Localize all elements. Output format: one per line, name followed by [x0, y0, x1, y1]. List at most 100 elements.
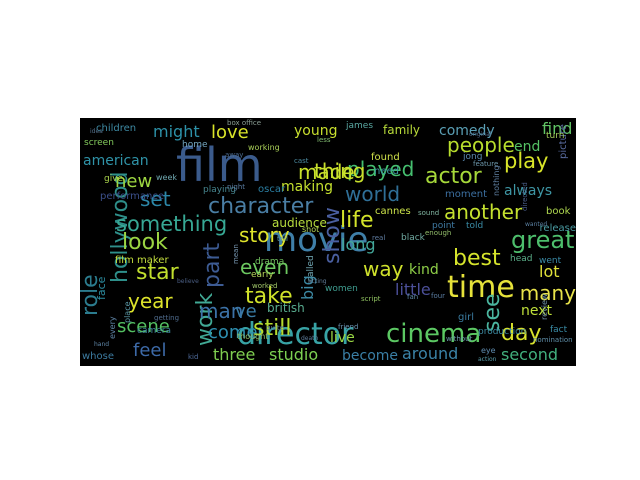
cloud-word: production: [478, 327, 527, 337]
cloud-word: cast: [294, 157, 309, 165]
cloud-word: night: [227, 183, 246, 191]
cloud-word: play: [504, 149, 549, 173]
cloud-word: scene: [117, 316, 170, 337]
cloud-word: become: [342, 348, 399, 364]
cloud-word: little: [395, 280, 431, 299]
cloud-word: best: [453, 246, 501, 271]
cloud-word: release: [539, 223, 576, 234]
cloud-word: time: [447, 270, 515, 305]
cloud-word: four: [431, 292, 446, 300]
cloud-word: worked: [252, 282, 278, 290]
cloud-word: friend: [338, 323, 359, 331]
cloud-word: told: [466, 221, 484, 231]
cloud-word: need: [374, 166, 399, 177]
cloud-word: way: [363, 257, 404, 281]
cloud-word: face: [95, 276, 108, 301]
cloud-word: director: [237, 317, 354, 352]
cloud-word: acting: [308, 278, 327, 285]
cloud-word: oscar: [258, 184, 286, 195]
cloud-word: something: [116, 212, 228, 236]
cloud-word: early: [251, 270, 274, 280]
cloud-word: film maker: [115, 255, 169, 266]
cloud-word: might: [153, 122, 200, 141]
cloud-word: life: [340, 208, 374, 233]
cloud-word: every: [108, 316, 117, 339]
cloud-word: box office: [227, 119, 262, 127]
cloud-word: cinema: [386, 319, 482, 349]
cloud-word: made: [298, 160, 355, 184]
cloud-word: found: [371, 152, 400, 163]
cloud-word: believe: [177, 278, 199, 285]
cloud-word: turn: [546, 131, 565, 141]
cloud-word: still: [253, 316, 292, 341]
cloud-word: actor: [425, 164, 482, 189]
cloud-word: ve: [235, 301, 257, 322]
cloud-word: star: [136, 260, 179, 285]
cloud-word: thought: [237, 332, 269, 341]
cloud-word: away: [225, 151, 244, 159]
cloud-word: real: [372, 234, 386, 242]
cloud-word: hand: [94, 341, 110, 348]
cloud-word: find: [542, 119, 573, 138]
cloud-word: nomination: [533, 336, 573, 344]
cloud-word: getting: [154, 314, 180, 322]
cloud-word: day: [501, 321, 542, 346]
cloud-word: original: [469, 131, 492, 138]
cloud-word: man: [199, 299, 244, 323]
cloud-word: mean: [232, 244, 240, 265]
cloud-word: american: [83, 153, 149, 169]
cloud-word: audience: [272, 216, 327, 230]
cloud-word: live: [330, 330, 355, 346]
cloud-word: next: [521, 303, 553, 319]
cloud-word: played: [347, 157, 415, 181]
cloud-word: whose: [82, 351, 114, 362]
cloud-word: picture: [558, 123, 569, 159]
cloud-word: character: [208, 194, 314, 219]
cloud-word: james: [346, 121, 374, 131]
cloud-word: studio: [269, 345, 319, 364]
cloud-word: long: [341, 235, 376, 254]
cloud-word: young: [294, 123, 338, 139]
cloud-word: moment: [445, 189, 488, 200]
cloud-word: black: [401, 233, 425, 243]
cloud-word: camera: [137, 326, 171, 336]
cloud-word: another: [444, 200, 523, 224]
cloud-word: wanted: [525, 221, 548, 228]
cloud-word: movie: [264, 220, 369, 260]
cloud-word: directed: [521, 182, 529, 211]
cloud-word: drama: [255, 257, 285, 267]
cloud-word: feature: [473, 160, 499, 168]
cloud-word: tell: [277, 235, 288, 243]
cloud-word: film: [176, 138, 263, 192]
cloud-word: family: [383, 123, 421, 137]
cloud-word: playing: [203, 185, 236, 195]
cloud-word: world: [345, 182, 401, 206]
cloud-word: many: [519, 281, 576, 305]
cloud-word: around: [402, 344, 459, 363]
cloud-word: children: [96, 123, 137, 134]
cloud-word: jong: [463, 152, 483, 162]
cloud-word: review: [540, 293, 549, 321]
cloud-word: part: [200, 243, 225, 289]
cloud-word: less: [317, 136, 331, 144]
cloud-word: enough: [425, 229, 452, 237]
cloud-word: end: [514, 139, 541, 155]
cloud-word: place: [123, 301, 132, 323]
cloud-word: script: [361, 295, 381, 303]
cloud-word: take: [245, 284, 293, 309]
cloud-word: great: [511, 226, 575, 254]
cloud-word: come: [208, 322, 258, 343]
cloud-word: look: [122, 230, 168, 255]
cloud-word: set: [140, 187, 171, 211]
cloud-word: without: [446, 335, 473, 343]
cloud-word: book: [546, 206, 571, 217]
cloud-word: three: [213, 345, 256, 364]
cloud-word: year: [128, 289, 173, 313]
cloud-word: idea: [90, 128, 103, 135]
cloud-word: lot: [539, 262, 560, 281]
cloud-word: girl: [458, 312, 475, 323]
cloud-word: went: [539, 256, 562, 266]
cloud-word: head: [510, 254, 533, 264]
cloud-word: women: [325, 284, 358, 294]
cloud-word: kid: [188, 353, 199, 361]
